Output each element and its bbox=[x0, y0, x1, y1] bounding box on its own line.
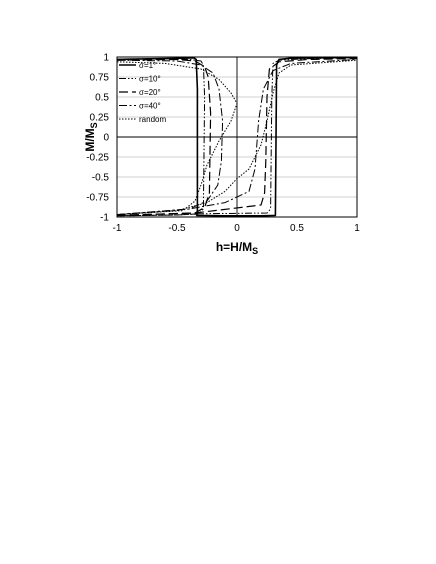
x-tick-label: 0.5 bbox=[290, 223, 304, 234]
y-tick-label: 0 bbox=[103, 133, 109, 144]
legend-label-2: σ=20° bbox=[139, 88, 161, 97]
series-4-upper-branch bbox=[116, 61, 238, 216]
series-3-upper-branch bbox=[116, 59, 224, 216]
x-tick-label: 0 bbox=[234, 223, 240, 234]
series-2-upper-branch bbox=[116, 58, 212, 216]
y-tick-label: -0.5 bbox=[92, 173, 110, 184]
series-3 bbox=[116, 58, 358, 216]
series-1 bbox=[116, 57, 358, 217]
y-tick-label: -0.75 bbox=[86, 193, 109, 204]
series-group bbox=[116, 56, 358, 217]
series-4 bbox=[116, 59, 358, 216]
x-axis-title: h=H/MS bbox=[216, 240, 258, 256]
legend-label-3: σ=40° bbox=[139, 102, 161, 111]
tick-labels: 1 0.75 0.5 0.25 0 -0.25 -0.5 -0.75 -1 -1 -0.5 0 0.5 1 bbox=[86, 53, 360, 235]
legend: σ=1° σ=10° σ=20° σ=40° random bbox=[119, 61, 166, 124]
y-tick-label: -1 bbox=[100, 213, 109, 224]
y-tick-label: 1 bbox=[103, 53, 109, 64]
y-tick-label: 0.25 bbox=[90, 113, 110, 124]
series-1-lower-branch bbox=[116, 57, 358, 217]
x-tick-label: -0.5 bbox=[168, 223, 186, 234]
legend-label-0: σ=1° bbox=[139, 61, 156, 70]
x-tick-label: -1 bbox=[113, 223, 122, 234]
series-0-lower-branch bbox=[196, 56, 358, 217]
y-axis-title-subscript: S bbox=[89, 122, 99, 128]
y-tick-label: -0.25 bbox=[86, 153, 109, 164]
axes bbox=[117, 57, 357, 217]
legend-label-4: random bbox=[139, 115, 166, 124]
x-axis-title-subscript: S bbox=[252, 246, 258, 256]
series-3-lower-branch bbox=[116, 58, 358, 216]
y-tick-label: 0.5 bbox=[95, 93, 109, 104]
plot-frame bbox=[116, 56, 358, 218]
x-tick-label: 1 bbox=[354, 223, 360, 234]
series-2-lower-branch bbox=[116, 58, 358, 216]
legend-label-1: σ=10° bbox=[139, 75, 161, 84]
y-axis-title: M/MS bbox=[83, 122, 99, 151]
y-tick-label: 0.75 bbox=[90, 73, 110, 84]
series-2 bbox=[116, 58, 358, 216]
